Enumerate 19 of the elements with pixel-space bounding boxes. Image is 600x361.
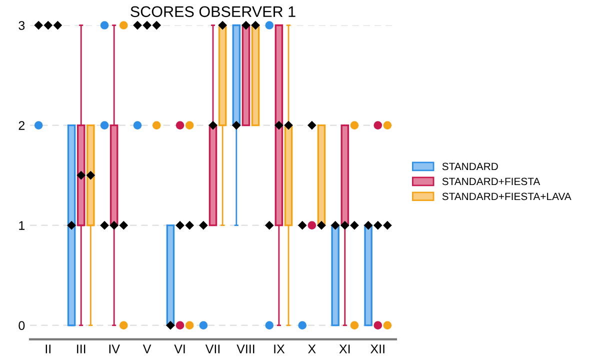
y-tick-label: 3 <box>18 21 25 30</box>
x-tick-label: IX <box>274 344 285 354</box>
x-tick-label: X <box>308 344 316 354</box>
x-tick-label: II <box>46 344 50 354</box>
legend-label: STANDARD <box>442 162 498 170</box>
x-tick-label: VIII <box>236 344 254 354</box>
legend-label: STANDARD+FIESTA+LAVA <box>442 192 572 200</box>
x-tick-label: VI <box>174 344 185 354</box>
chart-title: SCORES OBSERVER 1 <box>130 6 296 18</box>
x-tick-label: IV <box>109 344 120 354</box>
legend-label: STANDARD+FIESTA <box>442 178 540 186</box>
y-tick-label: 2 <box>18 121 25 130</box>
x-tick-label: XI <box>339 344 350 354</box>
x-tick-label: VII <box>205 344 220 354</box>
x-tick-label: III <box>77 344 86 354</box>
y-tick-label: 0 <box>18 321 25 330</box>
y-tick-label: 1 <box>19 221 25 230</box>
x-tick-label: V <box>142 344 152 354</box>
x-tick-label: XII <box>370 344 384 354</box>
